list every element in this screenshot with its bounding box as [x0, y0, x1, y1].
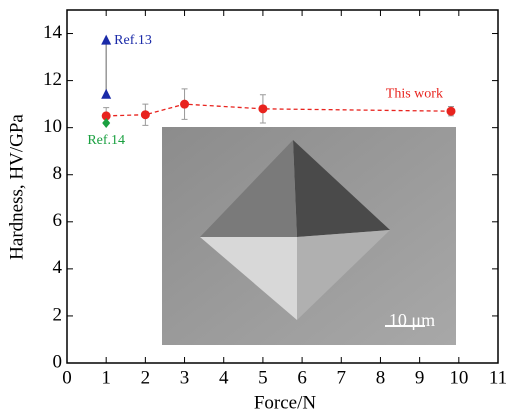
- x-axis-label: Force/N: [254, 392, 317, 413]
- point: [101, 88, 112, 99]
- x-tick-label: 10: [449, 367, 468, 388]
- series-label: Ref.14: [87, 133, 125, 148]
- point: [180, 99, 190, 109]
- y-tick-label: 10: [43, 116, 62, 137]
- y-tick-label: 2: [53, 304, 63, 325]
- scale-bar-label: 10 μm: [389, 310, 435, 330]
- point: [446, 106, 456, 116]
- point: [102, 117, 111, 128]
- y-tick-label: 8: [53, 163, 63, 184]
- x-tick-label: 0: [62, 367, 72, 388]
- point: [101, 111, 111, 121]
- y-tick-label: 4: [53, 257, 63, 278]
- x-tick-label: 5: [258, 367, 268, 388]
- point: [258, 104, 268, 114]
- x-tick-label: 9: [415, 367, 425, 388]
- y-tick-label: 12: [43, 69, 62, 90]
- point: [140, 110, 150, 120]
- y-tick-label: 0: [53, 351, 63, 372]
- x-tick-label: 7: [337, 367, 347, 388]
- inset-micrograph: 10 μm: [162, 127, 456, 345]
- x-tick-label: 6: [297, 367, 307, 388]
- y-axis-label: Hardness, HV/GPa: [6, 114, 27, 260]
- x-tick-label: 1: [101, 367, 111, 388]
- series-label: Ref.13: [114, 33, 152, 48]
- x-tick-label: 11: [489, 367, 507, 388]
- point: [101, 34, 112, 45]
- x-tick-label: 3: [180, 367, 190, 388]
- x-tick-label: 8: [376, 367, 386, 388]
- y-tick-label: 6: [53, 210, 63, 231]
- y-tick-label: 14: [43, 22, 63, 43]
- series-label: This work: [386, 86, 443, 101]
- x-tick-label: 4: [219, 367, 229, 388]
- plot-frame: [66, 9, 499, 364]
- series-line: [106, 103, 451, 117]
- x-tick-label: 2: [141, 367, 151, 388]
